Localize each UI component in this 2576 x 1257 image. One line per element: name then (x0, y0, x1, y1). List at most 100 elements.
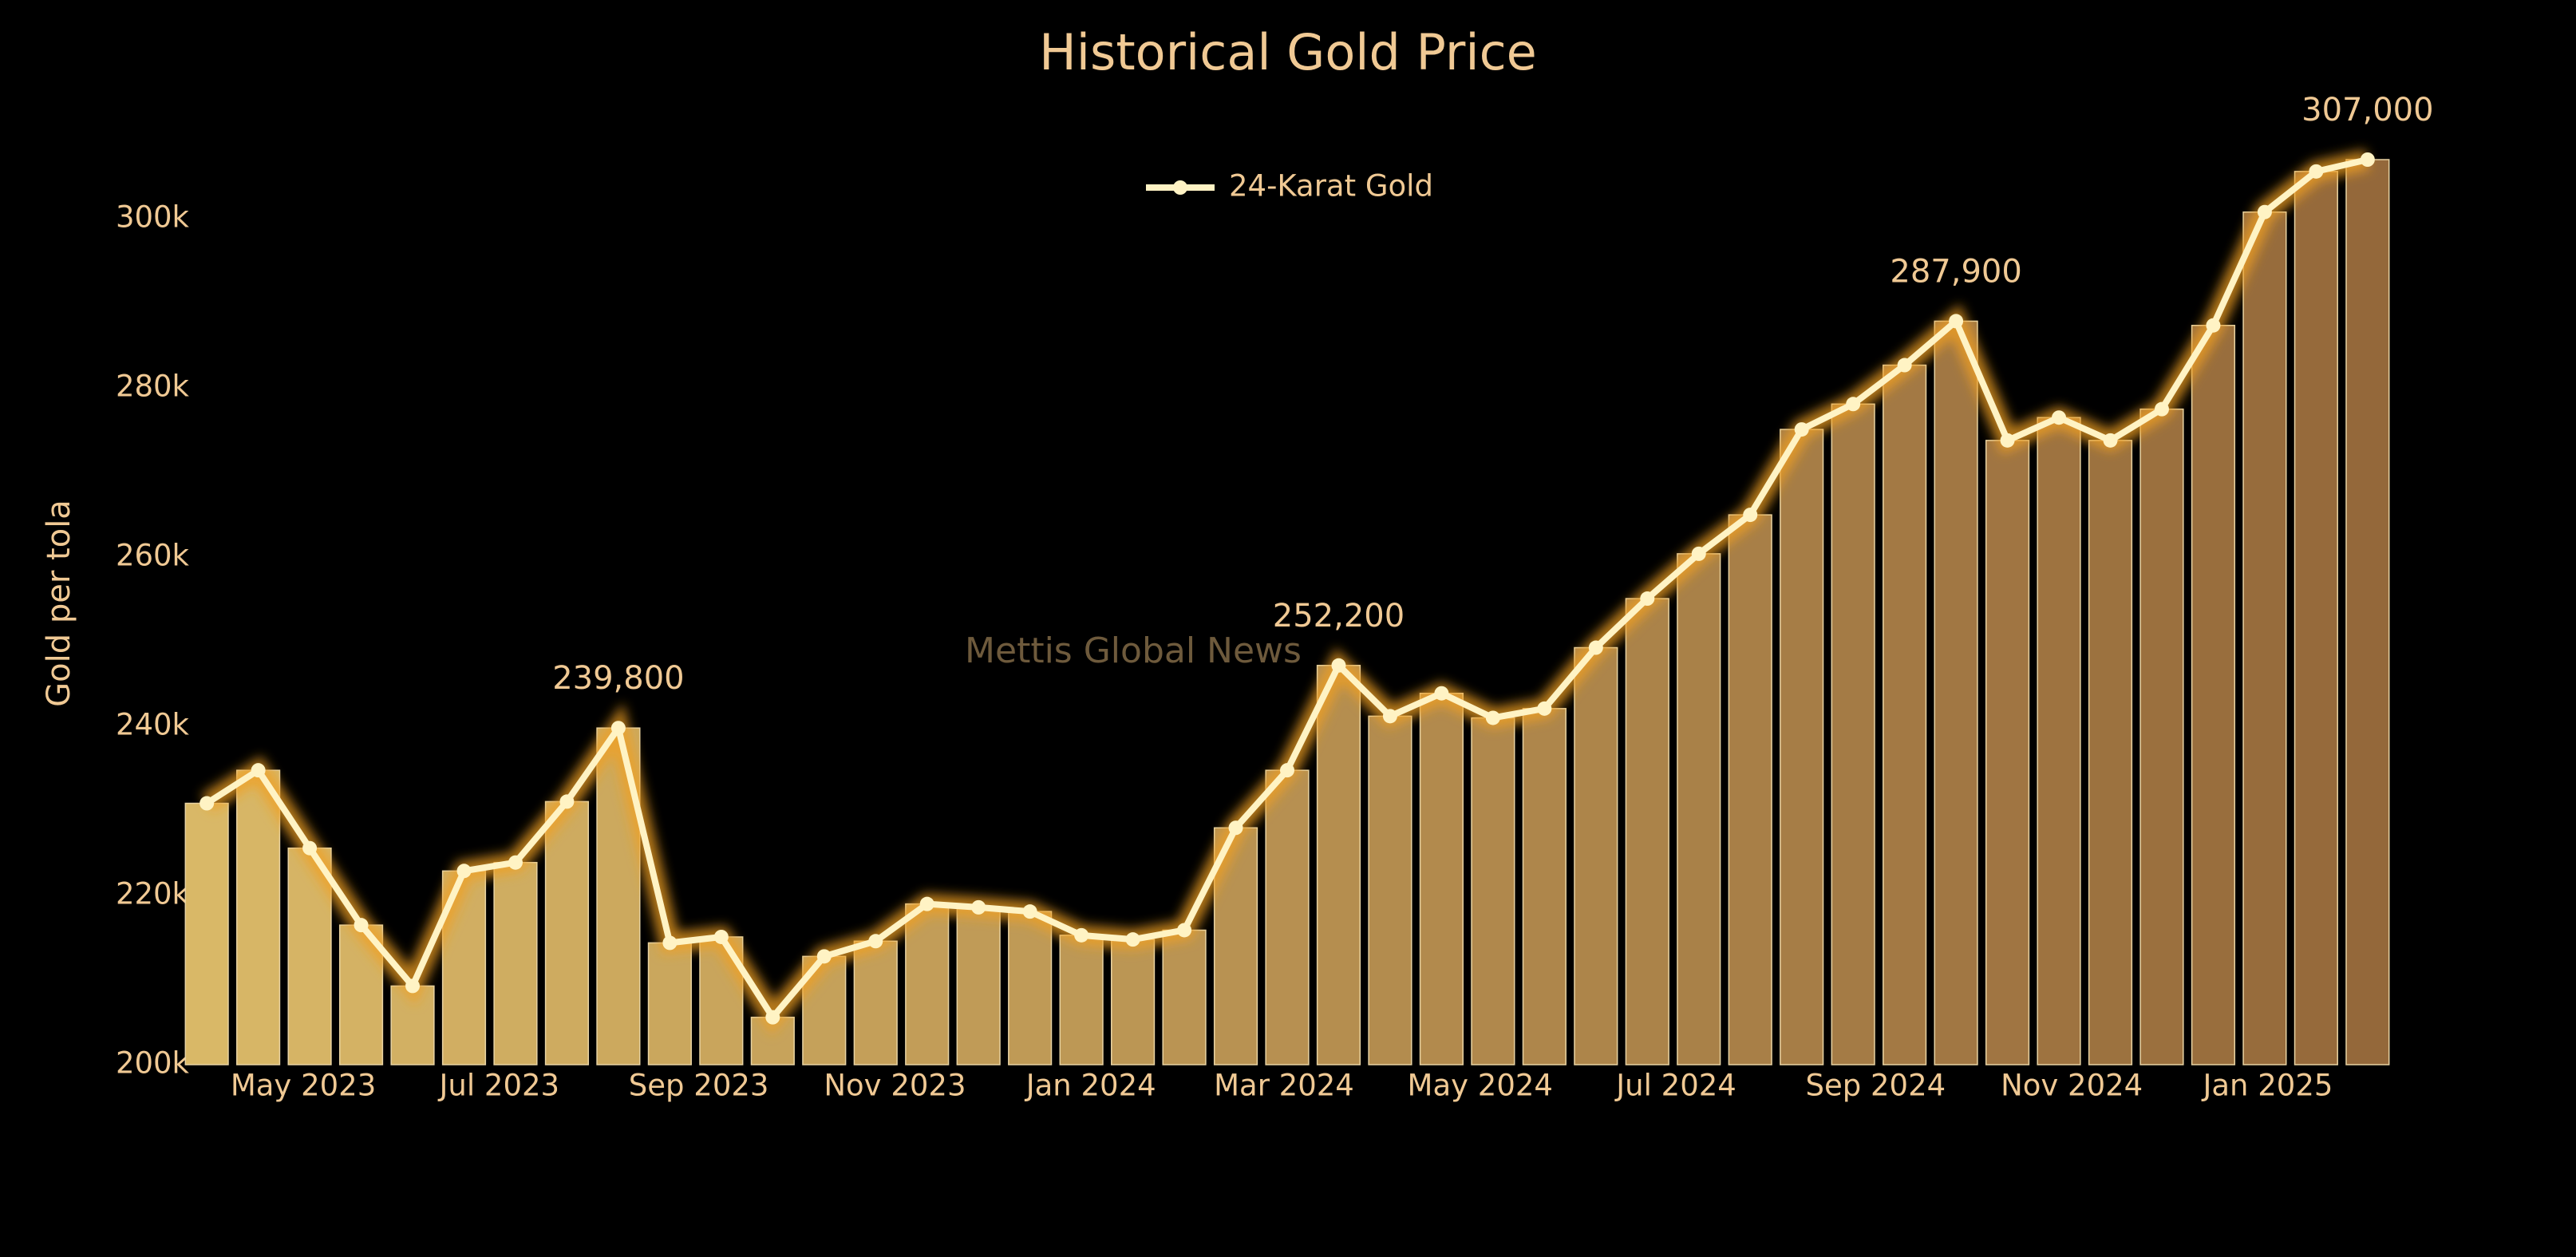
bar (1265, 769, 1310, 1065)
annotation: 252,200 (1273, 598, 1405, 634)
marker (765, 1010, 780, 1025)
marker (1897, 358, 1912, 373)
marker (405, 978, 421, 994)
marker (200, 796, 215, 811)
marker (1022, 904, 1037, 919)
bar (905, 903, 950, 1065)
annotation: 287,900 (1890, 253, 2021, 290)
marker (1228, 820, 1243, 836)
bar (1008, 911, 1053, 1065)
bar (2294, 171, 2338, 1065)
bar (2139, 408, 2184, 1065)
y-tick-label: 280k (116, 370, 190, 404)
x-tick-label: Nov 2023 (824, 1069, 966, 1103)
x-tick-label: Jul 2023 (438, 1069, 560, 1103)
bar (2088, 440, 2133, 1065)
marker (1485, 710, 1500, 725)
bar (1574, 646, 1618, 1065)
bar (1059, 935, 1104, 1065)
annotation: 307,000 (2301, 92, 2433, 128)
marker (251, 763, 266, 778)
bar (647, 942, 692, 1065)
y-tick-label: 200k (116, 1046, 190, 1081)
bar (1625, 598, 1669, 1065)
legend-label: 24-Karat Gold (1229, 169, 1433, 204)
bar (287, 847, 332, 1065)
marker (508, 855, 523, 870)
legend-marker (1173, 180, 1187, 195)
x-tick-label: Sep 2024 (1806, 1069, 1946, 1103)
bar (1677, 553, 1721, 1065)
bar (1934, 320, 1978, 1065)
marker (610, 721, 626, 736)
bar (544, 800, 590, 1065)
marker (2309, 164, 2324, 179)
marker (1280, 763, 1294, 778)
marker (1640, 591, 1655, 607)
marker (1331, 658, 1346, 673)
watermark: Mettis Global News (965, 630, 1302, 671)
bar (1471, 717, 1515, 1065)
marker (662, 935, 678, 951)
bar (1162, 929, 1207, 1065)
x-tick-label: May 2023 (231, 1069, 376, 1103)
marker (919, 896, 934, 911)
marker (1177, 923, 1192, 938)
bar (1985, 440, 2030, 1065)
marker (713, 929, 729, 944)
bar (1728, 514, 1772, 1065)
bar (1368, 715, 1412, 1065)
marker (559, 794, 575, 809)
x-tick-label: Jan 2024 (1025, 1069, 1156, 1103)
marker (2154, 401, 2169, 417)
marker (2052, 410, 2067, 425)
marker (2000, 433, 2015, 448)
marker (1743, 508, 1758, 523)
x-tick-label: May 2024 (1408, 1069, 1553, 1103)
marker (1537, 701, 1552, 716)
bar (184, 802, 229, 1065)
x-tick-label: Nov 2024 (2001, 1069, 2143, 1103)
marker (302, 840, 318, 856)
marker (1125, 932, 1140, 947)
x-tick-label: Jul 2024 (1614, 1069, 1736, 1103)
annotation: 239,800 (552, 660, 684, 697)
marker (2257, 204, 2272, 219)
x-tick-label: Mar 2024 (1214, 1069, 1354, 1103)
bar (1316, 665, 1361, 1065)
marker (971, 899, 986, 915)
marker (354, 918, 369, 933)
bar (853, 940, 898, 1065)
bar (493, 861, 538, 1065)
bar (1111, 939, 1156, 1065)
bar (1780, 429, 1824, 1065)
y-tick-label: 220k (116, 877, 190, 911)
x-tick-label: Jan 2025 (2201, 1069, 2333, 1103)
y-tick-label: 300k (116, 200, 190, 235)
x-tick-label: Sep 2023 (629, 1069, 769, 1103)
marker (1382, 709, 1397, 724)
marker (1434, 686, 1449, 701)
marker (816, 949, 832, 964)
marker (456, 864, 472, 879)
bar (956, 907, 1001, 1065)
marker (1691, 546, 1706, 561)
marker (1846, 397, 1861, 412)
bar (236, 769, 281, 1065)
marker (1074, 927, 1089, 943)
marker (2103, 433, 2118, 448)
marker (1588, 640, 1603, 655)
marker (1794, 422, 1809, 437)
y-tick-label: 260k (116, 539, 190, 573)
marker (2206, 318, 2221, 333)
bar (2037, 417, 2081, 1065)
bar (2345, 159, 2390, 1065)
chart-title: Historical Gold Price (1039, 23, 1537, 81)
y-tick-label: 240k (116, 708, 190, 742)
bar (1522, 708, 1567, 1065)
bar (1883, 364, 1927, 1065)
bar (2242, 211, 2287, 1065)
marker (2360, 152, 2375, 167)
bar (1831, 403, 1875, 1065)
